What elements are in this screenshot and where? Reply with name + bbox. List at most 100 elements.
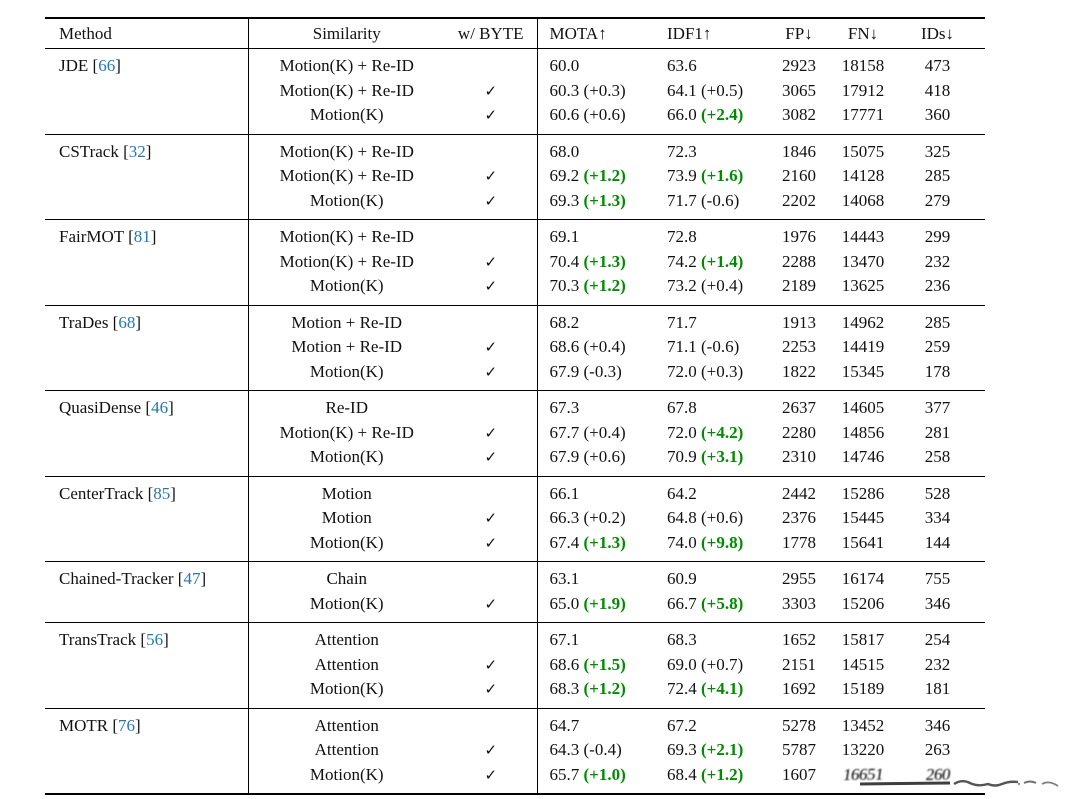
ids-cell-value: 236 <box>924 276 951 295</box>
fn-cell-value: 18158 <box>841 56 885 75</box>
ids-cell: 178 <box>900 360 985 391</box>
mota-cell: 66.3 (+0.2) <box>536 506 655 531</box>
fn-cell-value: 14068 <box>841 190 885 210</box>
byte-cell <box>445 390 537 421</box>
citation-link[interactable]: 68 <box>118 312 136 332</box>
byte-cell: ✓ <box>445 274 537 305</box>
citation-link[interactable]: 47 <box>183 569 201 588</box>
ids-cell: 299 <box>900 219 985 250</box>
fp-cell-value: 5787 <box>782 740 816 759</box>
fn-cell-value: 14419 <box>841 337 885 356</box>
method-group-transtrack: TransTrack [56] Attention 67.1 68.3 1652 1581… <box>45 622 985 708</box>
fn-cell: 14443 <box>826 219 900 250</box>
idf1-cell-value: 71.7 <box>667 312 697 332</box>
col-header-ids: IDs↓ <box>900 18 985 49</box>
results-table: Method Similarity w/ BYTE MOTA↑ IDF1↑ FP… <box>45 17 985 795</box>
ids-cell-value: 254 <box>924 630 951 649</box>
mota-cell: 67.3 <box>536 390 655 421</box>
ids-cell-value: 377 <box>924 398 951 417</box>
ids-cell: 285 <box>900 304 985 335</box>
table-row: Motion + Re-ID ✓ 68.6 (+0.4) 71.1 (-0.6) 225… <box>45 335 985 360</box>
mota-cell-value: 69.3 <box>549 190 580 210</box>
byte-cell: ✓ <box>445 103 537 134</box>
idf1-cell: 68.3 <box>655 622 772 653</box>
fp-cell: 1976 <box>772 219 826 250</box>
citation-link[interactable]: 85 <box>153 483 171 503</box>
ids-cell-value: 334 <box>924 508 951 527</box>
mota-cell: 68.6 (+1.5) <box>536 652 655 677</box>
checkmark-icon: ✓ <box>484 680 498 698</box>
ids-cell-value: 418 <box>924 80 951 100</box>
method-group-jde: JDE [66] Motion(K) + Re-ID 60.0 63.6 2923 181… <box>45 48 985 134</box>
byte-cell: ✓ <box>445 79 537 104</box>
similarity-cell: Motion(K) + Re-ID <box>247 48 445 79</box>
similarity-cell: Motion(K) <box>247 762 445 794</box>
fn-cell: 15445 <box>826 506 900 531</box>
mota-cell-value: 70.3 <box>549 276 580 295</box>
ids-cell: 755 <box>900 561 985 592</box>
ids-cell-value: 755 <box>924 569 951 588</box>
table-row: Motion(K) ✓ 70.3 (+1.2) 73.2 (+0.4) 2189 1362… <box>45 274 985 305</box>
mota-cell-value: 66.1 <box>549 483 580 503</box>
idf1-cell-value: 72.0 <box>667 422 697 442</box>
byte-cell <box>445 133 537 164</box>
byte-cell: ✓ <box>445 738 537 763</box>
citation-link[interactable]: 56 <box>146 630 164 649</box>
idf1-cell: 71.7 (-0.6) <box>655 189 772 220</box>
mota-cell-value: 60.0 <box>549 56 580 75</box>
mota-cell-value: 64.7 <box>549 715 580 735</box>
idf1-cell-value: 74.2 <box>667 251 697 271</box>
idf1-cell-delta: (+9.8) <box>701 532 744 552</box>
table-row: Motion(K) ✓ 69.3 (+1.3) 71.7 (-0.6) 2202 1406… <box>45 188 985 220</box>
citation-link[interactable]: 46 <box>151 398 169 417</box>
fn-cell: 17771 <box>826 103 900 134</box>
byte-cell: ✓ <box>445 677 537 708</box>
checkmark-icon: ✓ <box>484 167 498 185</box>
idf1-cell-value: 69.3 <box>667 740 697 759</box>
idf1-cell-value: 64.1 <box>667 80 697 100</box>
byte-cell: ✓ <box>445 189 537 220</box>
mota-cell: 60.6 (+0.6) <box>536 103 655 134</box>
citation-link[interactable]: 66 <box>98 56 116 75</box>
idf1-cell: 74.2 (+1.4) <box>655 250 772 275</box>
method-cell: TransTrack [56] <box>45 622 248 708</box>
idf1-cell: 73.9 (+1.6) <box>655 164 772 189</box>
idf1-cell-value: 73.9 <box>667 166 697 185</box>
checkmark-icon: ✓ <box>484 741 498 759</box>
mota-cell-value: 64.3 <box>549 740 580 759</box>
citation-link[interactable]: 32 <box>128 141 146 161</box>
ids-cell-value: 325 <box>924 141 951 161</box>
ids-cell-value: 259 <box>924 337 951 356</box>
table-row: CSTrack [32] Motion(K) + Re-ID 68.0 72.3 184… <box>45 133 985 220</box>
citation-link[interactable]: 81 <box>133 227 151 246</box>
similarity-cell: Attention <box>247 622 445 653</box>
similarity-cell: Motion(K) + Re-ID <box>247 249 445 274</box>
ids-cell-value: 258 <box>924 447 951 466</box>
similarity-cell: Motion <box>247 475 445 506</box>
mota-cell: 60.0 <box>536 48 655 79</box>
fp-cell: 2151 <box>772 653 826 678</box>
idf1-cell: 74.0 (+9.8) <box>655 531 772 562</box>
fn-cell: 14419 <box>826 335 900 360</box>
fp-cell-value: 2923 <box>782 56 816 75</box>
fp-cell-value: 2310 <box>782 447 816 466</box>
fn-cell: 13470 <box>826 250 900 275</box>
table-row: Attention ✓ 64.3 (-0.4) 69.3 (+2.1) 5787 1322… <box>45 738 985 763</box>
citation-link[interactable]: 76 <box>118 715 136 735</box>
idf1-cell-delta: (-0.6) <box>701 337 740 356</box>
mota-cell: 70.3 (+1.2) <box>536 274 655 305</box>
mota-cell: 67.9 (+0.6) <box>536 445 655 476</box>
ids-cell: 285 <box>900 164 985 189</box>
fp-cell: 2189 <box>772 274 826 305</box>
method-group-fairmot: FairMOT [81] Motion(K) + Re-ID 69.1 72.8 197… <box>45 219 985 305</box>
ids-cell: 325 <box>900 133 985 164</box>
fn-cell-value: 17912 <box>841 80 885 100</box>
fp-cell-value: 3303 <box>782 593 816 613</box>
mota-cell: 68.2 <box>536 304 655 335</box>
mota-cell: 64.3 (-0.4) <box>536 738 655 763</box>
idf1-cell: 71.7 <box>655 304 772 335</box>
similarity-cell: Motion <box>247 506 445 531</box>
method-cell: TraDes [68] <box>45 304 248 391</box>
method-cell: JDE [66] <box>45 48 248 134</box>
